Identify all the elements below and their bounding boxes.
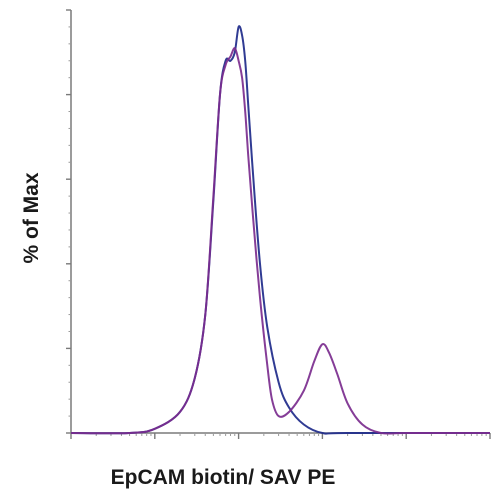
series-line-1 [70, 25, 490, 435]
y-axis-ticks [66, 9, 71, 434]
series-line-2 [70, 47, 490, 435]
y-axis-title: % of Max [20, 172, 43, 263]
x-axis-title: EpCAM biotin/ SAV PE [111, 466, 336, 489]
series-layer [70, 25, 490, 435]
plot-area [66, 9, 491, 439]
